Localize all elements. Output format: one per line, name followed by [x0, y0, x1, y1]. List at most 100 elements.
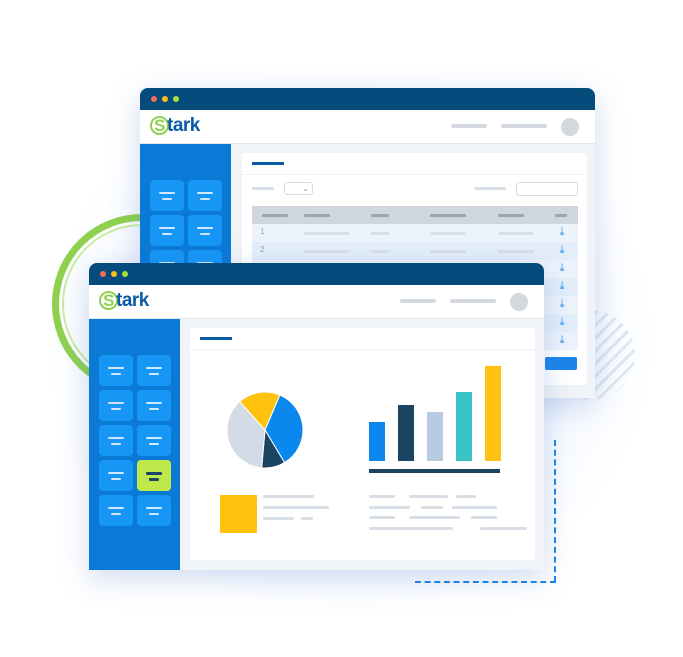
title-bar: [89, 263, 544, 285]
filter-label: [252, 187, 274, 190]
column-header: [430, 214, 466, 217]
tile-line: [146, 367, 162, 369]
legend-text: [301, 517, 313, 520]
tile-line: [146, 402, 162, 404]
sidebar-tile[interactable]: [137, 390, 171, 421]
tile-line: [149, 443, 159, 445]
table-row[interactable]: 1 ⤓: [252, 224, 578, 242]
maximize-dot[interactable]: [173, 96, 179, 102]
cell: [498, 232, 534, 235]
nav-link[interactable]: [501, 124, 547, 128]
download-icon[interactable]: ⤓: [559, 244, 565, 256]
text-line: [369, 505, 410, 509]
nav-link[interactable]: [400, 299, 436, 303]
text-line: [409, 516, 460, 519]
bar-axis: [369, 469, 500, 473]
tile-line: [159, 192, 175, 194]
tile-line: [162, 198, 172, 200]
tile-line: [162, 233, 172, 235]
nav-link[interactable]: [450, 299, 496, 303]
sidebar-tile[interactable]: [137, 355, 171, 386]
text-line: [456, 495, 476, 498]
tile-line: [159, 227, 175, 229]
sidebar-tile[interactable]: [99, 495, 133, 526]
sidebar-tile[interactable]: [99, 460, 133, 491]
tile-line: [146, 472, 162, 475]
tile-line: [108, 402, 124, 404]
sidebar-tile[interactable]: [99, 425, 133, 456]
sidebar: [89, 319, 180, 570]
minimize-dot[interactable]: [111, 271, 117, 277]
sidebar-tile[interactable]: [99, 355, 133, 386]
column-header: [304, 214, 330, 217]
tile-line: [197, 227, 213, 229]
tile-line: [108, 437, 124, 439]
download-icon[interactable]: ⤓: [559, 262, 565, 274]
column-header: [555, 214, 567, 217]
charts: [226, 366, 501, 473]
sidebar-tile[interactable]: [137, 495, 171, 526]
bar: [369, 422, 385, 461]
download-icon[interactable]: ⤓: [559, 226, 565, 238]
column-header: [371, 214, 389, 217]
sidebar-tile[interactable]: [188, 215, 222, 246]
title-bar: [140, 88, 595, 110]
download-icon[interactable]: ⤓: [559, 298, 565, 310]
tile-line: [111, 408, 121, 410]
close-dot[interactable]: [151, 96, 157, 102]
card-title: [200, 337, 232, 340]
sidebar-tile[interactable]: [150, 215, 184, 246]
legend-text: [263, 506, 329, 509]
sidebar-tile-active[interactable]: [137, 460, 171, 491]
text-line: [369, 495, 395, 498]
tile-line: [108, 507, 124, 509]
card-title: [252, 162, 284, 165]
row-number: 1: [260, 227, 265, 236]
pie-slice: [238, 391, 281, 431]
tile-line: [111, 443, 121, 445]
sidebar-tile[interactable]: [137, 425, 171, 456]
download-icon[interactable]: ⤓: [559, 316, 565, 328]
logo-text: tark: [116, 290, 149, 311]
logo-text: tark: [167, 115, 200, 136]
bar: [398, 405, 414, 461]
cell: [430, 250, 466, 253]
submit-button[interactable]: [545, 357, 577, 370]
pie-slice: [226, 400, 266, 469]
tile-line: [197, 192, 213, 194]
tile-line: [200, 198, 210, 200]
filter-select[interactable]: ⌄: [284, 182, 313, 195]
cell: [498, 250, 534, 253]
tile-line: [146, 507, 162, 509]
tile-line: [200, 233, 210, 235]
bar: [456, 392, 472, 461]
sidebar-tile[interactable]: [99, 390, 133, 421]
dashboard-card: [190, 328, 535, 560]
avatar[interactable]: [510, 293, 528, 311]
dashed-line: [415, 581, 556, 583]
text-line: [369, 526, 453, 530]
legend-swatch: [220, 495, 257, 533]
avatar[interactable]: [561, 118, 579, 136]
text-line: [480, 526, 527, 530]
download-icon[interactable]: ⤓: [559, 280, 565, 292]
text-line: [369, 516, 395, 519]
tile-line: [111, 373, 121, 375]
cell: [304, 232, 349, 235]
download-icon[interactable]: ⤓: [559, 334, 565, 346]
close-dot[interactable]: [100, 271, 106, 277]
tile-line: [149, 373, 159, 375]
sidebar-tile[interactable]: [150, 180, 184, 211]
table-row[interactable]: 2 ⤓: [252, 242, 578, 260]
search-input[interactable]: [516, 182, 578, 196]
tile-line: [149, 408, 159, 410]
minimize-dot[interactable]: [162, 96, 168, 102]
divider: [190, 349, 535, 350]
maximize-dot[interactable]: [122, 271, 128, 277]
nav-link[interactable]: [451, 124, 487, 128]
cell: [371, 250, 389, 253]
sidebar-tile[interactable]: [188, 180, 222, 211]
